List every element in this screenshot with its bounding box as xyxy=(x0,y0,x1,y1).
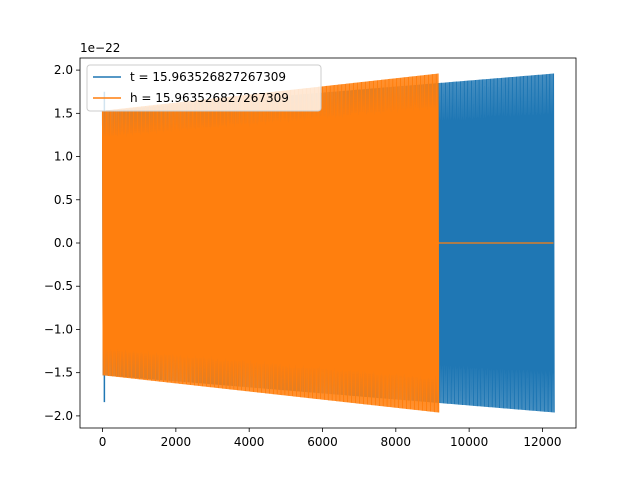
x-tick-label: 2000 xyxy=(161,435,192,449)
legend: t = 15.963526827267309 h = 15.9635268272… xyxy=(86,64,322,112)
y-tick-label: −1.0 xyxy=(44,322,73,336)
y-tick-label: 1.0 xyxy=(54,150,73,164)
legend-label-h: h = 15.963526827267309 xyxy=(130,91,289,105)
y-tick-label: 0.0 xyxy=(54,236,73,250)
legend-frame xyxy=(86,64,322,112)
legend-label-t: t = 15.963526827267309 xyxy=(130,70,286,84)
x-tick-label: 10000 xyxy=(450,435,488,449)
y-tick-label: −1.5 xyxy=(44,366,73,380)
x-tick-label: 6000 xyxy=(307,435,338,449)
y-tick-label: −0.5 xyxy=(44,279,73,293)
y-tick-label: 2.0 xyxy=(54,63,73,77)
x-tick-label: 12000 xyxy=(523,435,561,449)
series-line-h xyxy=(101,73,554,413)
x-tick-label: 4000 xyxy=(234,435,265,449)
y-tick-label: −2.0 xyxy=(44,409,73,423)
y-tick-label: 0.5 xyxy=(54,193,73,207)
x-tick-label: 8000 xyxy=(381,435,412,449)
x-axis: 0 2000 4000 6000 8000 10000 12000 xyxy=(99,428,562,449)
series-layer xyxy=(101,73,555,413)
y-tick-label: 1.5 xyxy=(54,106,73,120)
y-offset-label: 1e−22 xyxy=(80,41,120,55)
x-tick-label: 0 xyxy=(99,435,107,449)
y-axis: −2.0 −1.5 −1.0 −0.5 0.0 0.5 1.0 1.5 2.0 xyxy=(44,63,80,423)
series-h xyxy=(101,73,554,413)
